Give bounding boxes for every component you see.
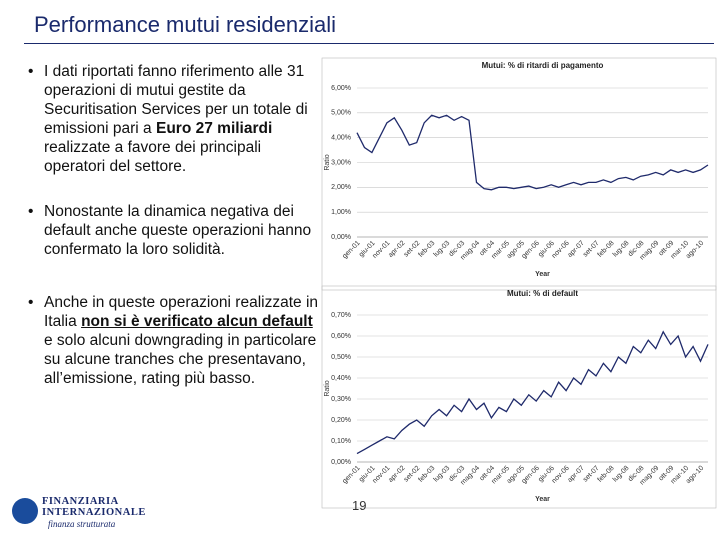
data-line bbox=[356, 330, 709, 455]
y-tick-label: 3,00% bbox=[331, 159, 351, 166]
logo: FINANZIARIA INTERNAZIONALE finanza strut… bbox=[8, 494, 148, 530]
y-tick-label: 2,00% bbox=[331, 184, 351, 191]
x-tick-label: gen-01 bbox=[341, 465, 361, 485]
y-tick-label: 5,00% bbox=[331, 110, 351, 117]
y-tick-label: 0,20% bbox=[331, 417, 351, 424]
chart-title: Mutui: % di ritardi di pagamento bbox=[482, 61, 604, 70]
x-tick-label: lug-08 bbox=[612, 240, 631, 259]
bullet-list: I dati riportati fanno riferimento alle … bbox=[20, 62, 322, 414]
x-axis-label: Year bbox=[535, 271, 550, 278]
bullet-text: e solo alcuni downgrading in particolare… bbox=[44, 332, 317, 387]
page-number: 19 bbox=[352, 498, 367, 513]
y-tick-label: 0,40% bbox=[331, 375, 351, 382]
bullet-text: Anche in queste operazioni realizzate in… bbox=[44, 294, 319, 330]
y-tick-label: 0,50% bbox=[331, 354, 351, 361]
x-tick-label: apr-02 bbox=[387, 240, 406, 259]
x-tick-label: lug-08 bbox=[612, 465, 631, 484]
y-axis-label: Ratio bbox=[324, 154, 331, 170]
x-tick-label: gen-01 bbox=[341, 240, 361, 260]
x-tick-label: lug-03 bbox=[433, 240, 452, 259]
y-tick-label: 0,00% bbox=[331, 234, 351, 241]
slide-title: Performance mutui residenziali bbox=[34, 12, 337, 37]
y-tick-label: 6,00% bbox=[331, 85, 351, 92]
y-axis-label: Ratio bbox=[324, 380, 331, 396]
chart-frame bbox=[321, 285, 717, 509]
y-tick-label: 0,70% bbox=[331, 312, 351, 319]
y-tick-label: 0,60% bbox=[331, 333, 351, 340]
bullet: I dati riportati fanno riferimento alle … bbox=[20, 62, 322, 176]
bullet-text: I dati riportati fanno riferimento alle … bbox=[44, 63, 308, 137]
bullet: Anche in queste operazioni realizzate in… bbox=[20, 293, 322, 388]
x-tick-label: apr-07 bbox=[567, 465, 586, 484]
y-tick-label: 4,00% bbox=[331, 135, 351, 142]
y-tick-label: 0,10% bbox=[331, 438, 351, 445]
y-tick-label: 0,30% bbox=[331, 396, 351, 403]
chart-title: Mutui: % di default bbox=[507, 289, 578, 298]
logo-icon bbox=[12, 498, 38, 524]
x-tick-label: apr-07 bbox=[567, 240, 586, 259]
x-tick-label: lug-03 bbox=[433, 465, 452, 484]
x-tick-label: apr-02 bbox=[387, 465, 406, 484]
y-tick-label: 1,00% bbox=[331, 209, 351, 216]
bullet-text: realizzate a favore dei principali opera… bbox=[44, 139, 262, 175]
title-rule bbox=[24, 43, 714, 44]
y-tick-label: 0,00% bbox=[331, 459, 351, 466]
bullet-text: non si è verificato alcun default bbox=[81, 313, 313, 330]
data-line bbox=[356, 114, 709, 191]
bullet-text: Euro 27 miliardi bbox=[156, 120, 273, 137]
bullet: Nonostante la dinamica negativa dei defa… bbox=[20, 202, 322, 259]
logo-line: INTERNAZIONALE bbox=[42, 507, 146, 518]
x-axis-label: Year bbox=[535, 496, 550, 503]
logo-tagline: finanza strutturata bbox=[48, 519, 116, 529]
logo-line: FINANZIARIA bbox=[42, 496, 119, 507]
bullet-text: Nonostante la dinamica negativa dei defa… bbox=[44, 203, 312, 258]
chart-frame bbox=[321, 57, 717, 291]
